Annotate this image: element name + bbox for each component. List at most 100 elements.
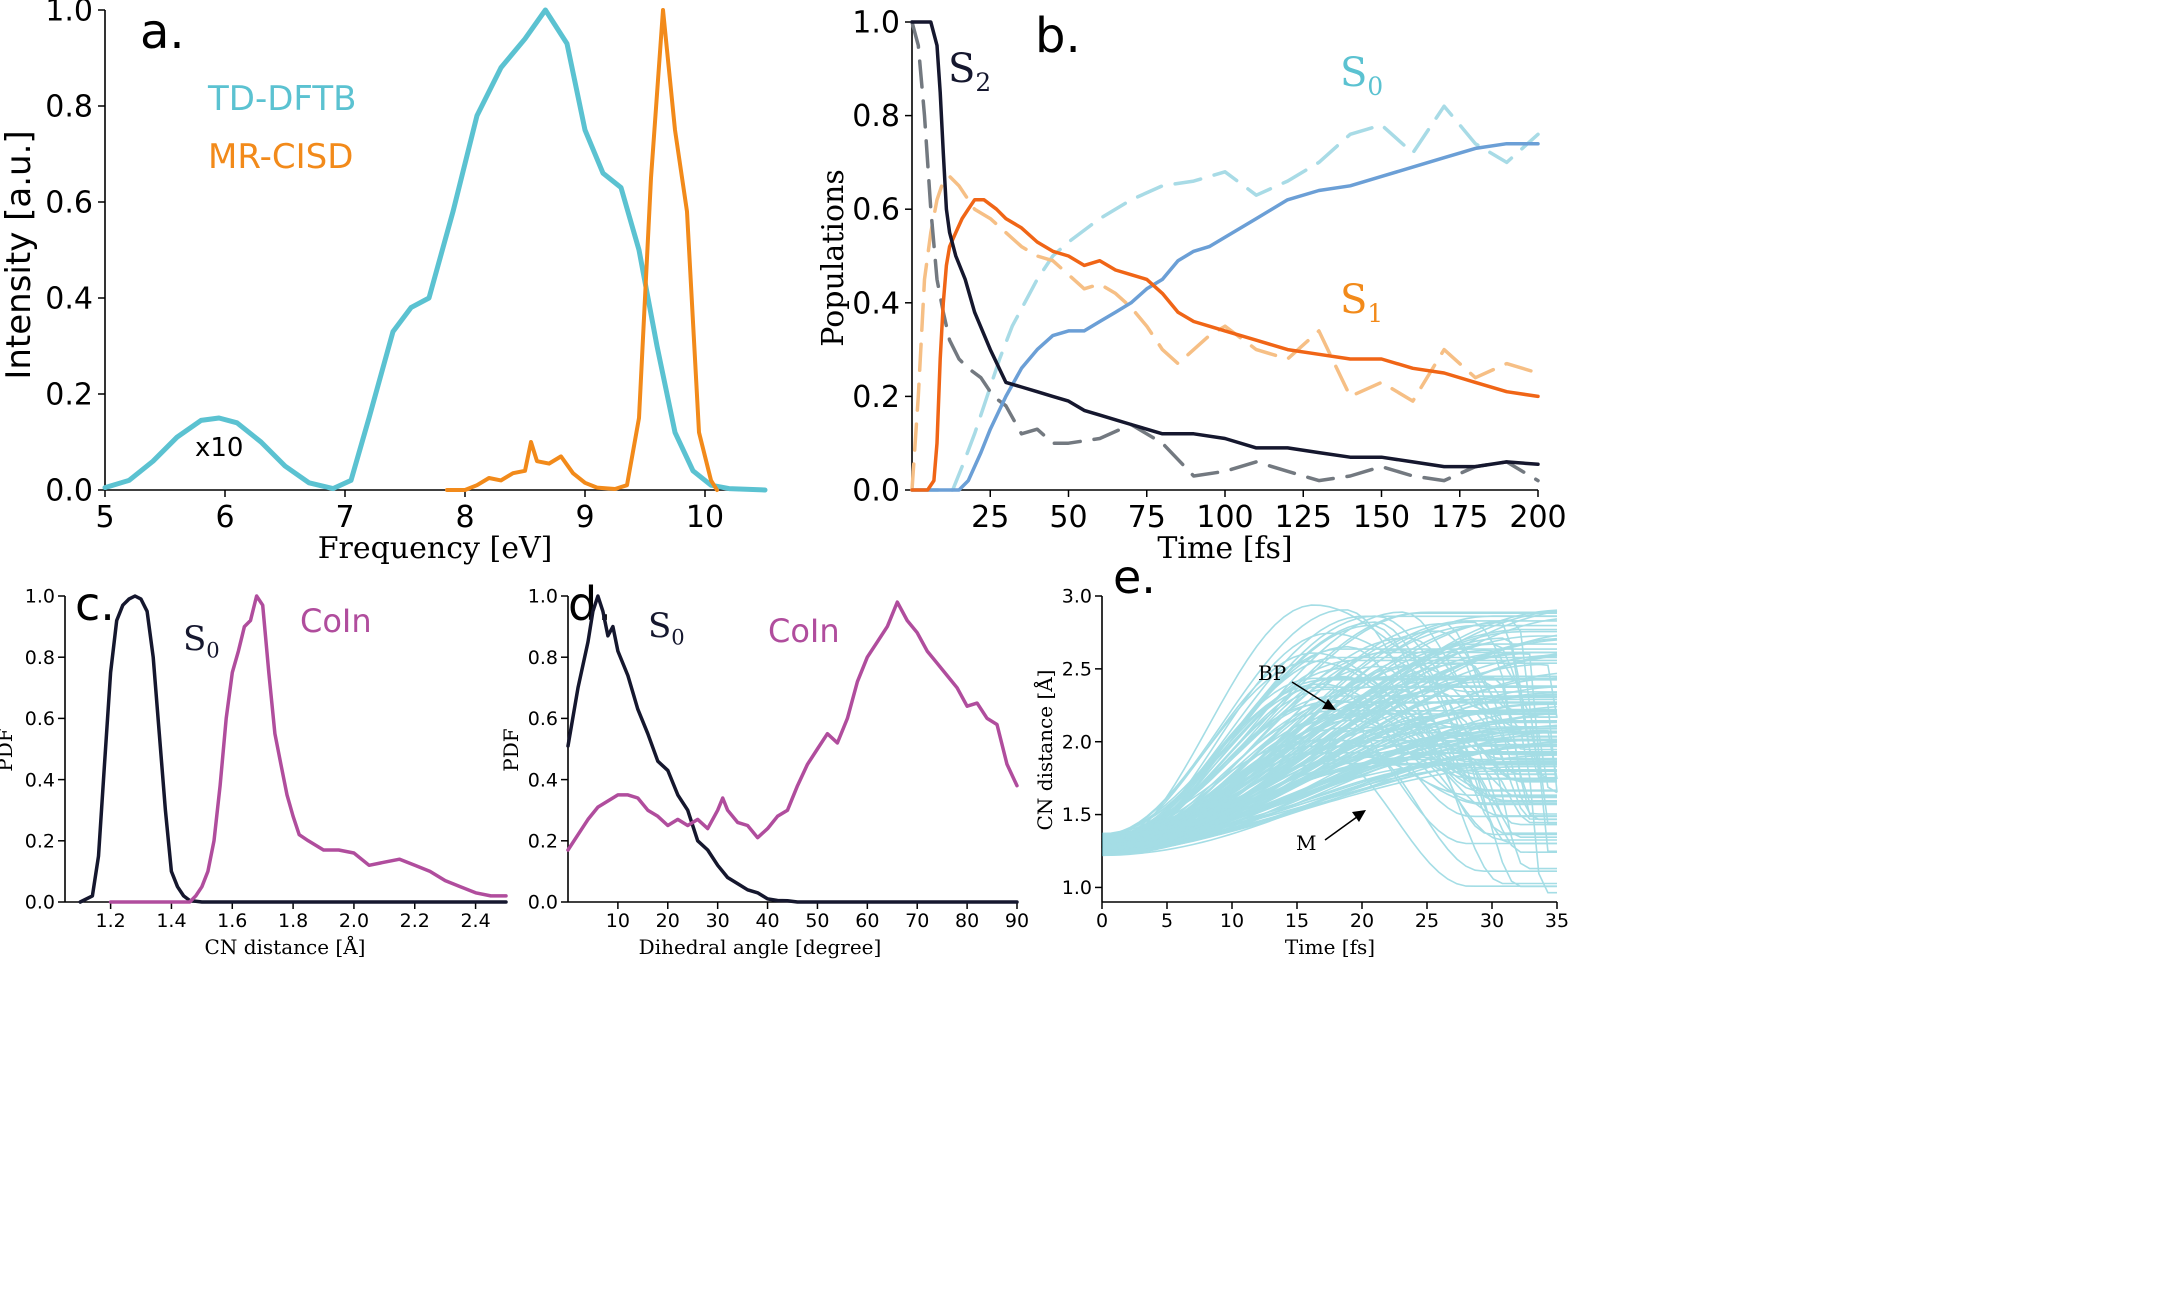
x-tick-label: 50 — [1049, 500, 1087, 535]
y-tick-label: 1.0 — [25, 586, 55, 608]
x-tick-label: 6 — [215, 500, 234, 535]
x-axis-label: CN distance [Å] — [205, 934, 366, 959]
x-tick-label: 9 — [575, 500, 594, 535]
trajectory-line — [1101, 722, 1557, 853]
s1-solid-line — [910, 198, 1540, 492]
x-tick-label: 30 — [1480, 910, 1504, 932]
x-tick-label: 10 — [686, 500, 724, 535]
label-s0: S0 — [183, 619, 220, 662]
label-coin: CoIn — [768, 612, 840, 650]
trajectory-line — [1101, 710, 1557, 870]
trajectory-line — [1101, 632, 1557, 855]
arrow-m-line — [1324, 813, 1362, 841]
y-tick-label: 0.4 — [45, 282, 93, 317]
arrow-bp-line — [1291, 681, 1331, 707]
y-tick-label: 0.8 — [25, 647, 55, 669]
trajectory-line — [1101, 665, 1557, 836]
x-tick-label: 200 — [1509, 500, 1566, 535]
td-dftb-line — [102, 7, 768, 493]
x-tick-label: 50 — [805, 910, 829, 932]
trajectory-line — [1101, 637, 1557, 840]
x-tick-label: 2.0 — [339, 910, 369, 932]
x-tick-label: 15 — [1285, 910, 1309, 932]
x-tick-label: 150 — [1353, 500, 1410, 535]
x-tick-label: 1.8 — [278, 910, 308, 932]
x-tick-label: 0 — [1096, 910, 1108, 932]
x-axis-label: Time [fs] — [1285, 935, 1375, 959]
panel-a: 5 6 7 8 9 10 0.0 0.2 0.4 0.6 0.8 1.0 Frequency [eV] I… — [0, 0, 768, 566]
x-axis-label: Frequency [eV] — [318, 531, 553, 566]
y-tick-label: 1.0 — [852, 6, 900, 41]
x-tick-label: 125 — [1275, 500, 1332, 535]
trajectory-line — [1101, 624, 1557, 842]
x-axis-label: Dihedral angle [degree] — [639, 935, 882, 959]
trajectory-line — [1101, 672, 1558, 841]
y-tick-label: 0.6 — [852, 193, 900, 228]
panel-c: 1.2 1.4 1.6 1.8 2.0 2.2 2.4 0.0 0.2 0.4 0.6 0.8 1.0 C… — [0, 577, 508, 959]
x-tick-label: 90 — [1005, 910, 1029, 932]
y-tick-label: 0.6 — [45, 186, 93, 221]
panel-d: 10 20 30 40 50 60 70 80 90 0.0 0.2 0.4 0.6 0.8 1.0 Dihe… — [499, 577, 1029, 959]
y-tick-label: 2.0 — [1062, 731, 1092, 753]
y-axis-label: PDF — [0, 728, 17, 771]
x-tick-label: 25 — [971, 500, 1009, 535]
y-tick-label: 1.0 — [528, 586, 558, 608]
y-tick-label: 1.5 — [1062, 804, 1092, 826]
s1-dashed-line — [910, 174, 1540, 492]
mr-cisd-line — [445, 8, 719, 492]
y-tick-label: 0.2 — [528, 830, 558, 852]
y-tick-label: 0.6 — [25, 708, 55, 730]
x-tick-label: 60 — [855, 910, 879, 932]
trajectory-line — [1101, 615, 1557, 842]
panel-letter: b. — [1035, 8, 1081, 64]
y-tick-label: 0.2 — [45, 378, 93, 413]
trajectory-line — [1101, 604, 1557, 850]
s2-solid-line — [910, 20, 1540, 469]
y-tick-label: 0.6 — [528, 708, 558, 730]
x-tick-label: 1.6 — [217, 910, 247, 932]
y-tick-label: 0.4 — [528, 769, 558, 791]
label-coin: CoIn — [300, 602, 372, 640]
x-axis-label: Time [fs] — [1157, 531, 1292, 566]
label-s0: S0 — [648, 606, 685, 649]
trajectory-line — [1101, 688, 1557, 851]
y-tick-label: 0.2 — [25, 830, 55, 852]
x-tick-label: 35 — [1545, 910, 1569, 932]
x-tick-label: 75 — [1128, 500, 1166, 535]
coin-pdf-line — [566, 600, 1019, 852]
y-tick-label: 2.5 — [1062, 659, 1092, 681]
panel-letter: e. — [1113, 550, 1156, 604]
y-tick-label: 0.0 — [528, 892, 558, 914]
y-tick-label: 1.0 — [1062, 877, 1092, 899]
y-tick-label: 0.2 — [852, 380, 900, 415]
arrow-m-head — [1352, 810, 1366, 822]
trajectory-line — [1101, 651, 1557, 843]
y-axis-label: CN distance [Å] — [1032, 670, 1057, 831]
trajectory-line — [1101, 620, 1557, 847]
panel-b: 25 50 75 100 125 150 175 200 0.0 0.2 0.4 0.6 0.8 1.0 T… — [816, 6, 1567, 567]
y-tick-label: 0.8 — [852, 99, 900, 134]
x-tick-label: 8 — [455, 500, 474, 535]
trajectory-line — [1101, 736, 1557, 888]
y-axis-label: Intensity [a.u.] — [0, 130, 39, 379]
s0-pdf-line — [566, 594, 1019, 904]
x-tick-label: 10 — [1220, 910, 1244, 932]
x-tick-label: 10 — [606, 910, 630, 932]
x-tick-label: 20 — [656, 910, 680, 932]
x-tick-label: 40 — [755, 910, 779, 932]
x-tick-label: 2.4 — [460, 910, 490, 932]
y-tick-label: 0.0 — [25, 892, 55, 914]
legend-mr-cisd: MR-CISD — [208, 137, 353, 177]
label-s1: S1 — [1340, 277, 1383, 328]
y-tick-label: 1.0 — [45, 0, 93, 29]
x-tick-label: 175 — [1431, 500, 1488, 535]
x-tick-label: 7 — [335, 500, 354, 535]
x-tick-label: 5 — [95, 500, 114, 535]
s0-pdf-line — [78, 594, 508, 904]
y-tick-label: 0.4 — [852, 286, 900, 321]
x-tick-label: 1.4 — [156, 910, 186, 932]
x-tick-label: 1.2 — [96, 910, 126, 932]
label-bp: BP — [1258, 661, 1286, 685]
panel-e: 0 5 10 15 20 25 30 35 1.0 1.5 2.0 2.5 3.0 Time [fs] CN… — [1032, 550, 1569, 959]
